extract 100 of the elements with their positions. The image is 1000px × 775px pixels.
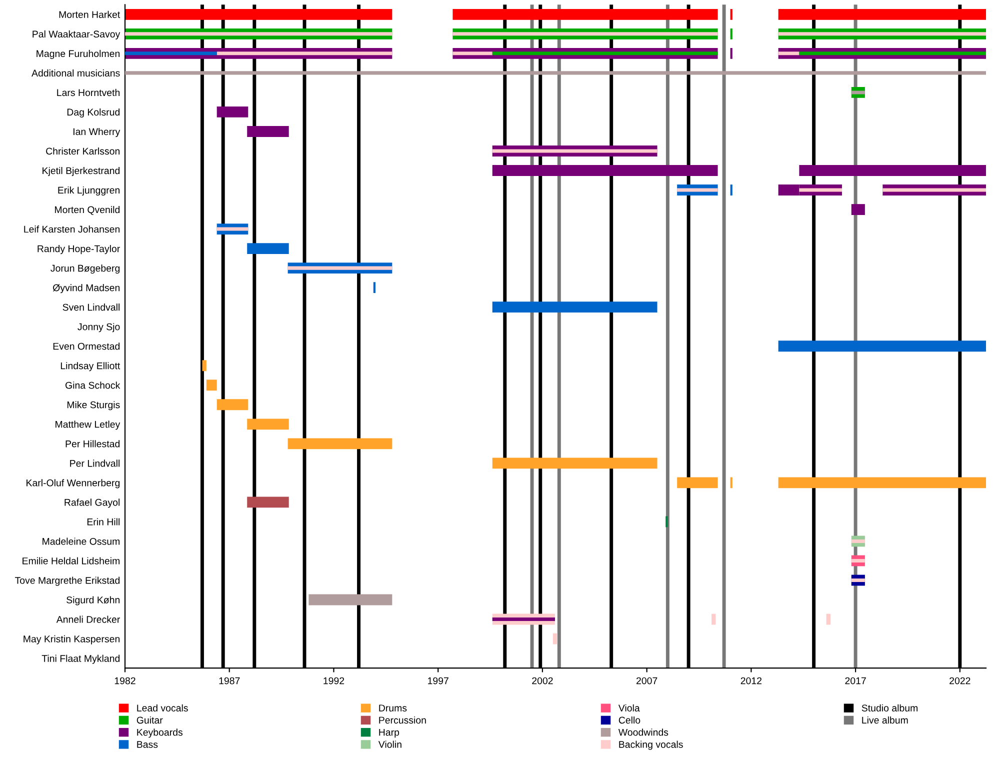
bar	[216, 227, 248, 231]
y-tick-label: Even Ormestad	[53, 342, 120, 350]
legend-label: Keyboards	[137, 728, 183, 738]
y-tick-label: Emilie Heldal Lidsheim	[22, 557, 120, 564]
y-tick-label: Lars Horntveth	[57, 88, 120, 96]
bar	[851, 558, 865, 562]
y-tick-label: Sven Lindvall	[62, 304, 120, 311]
y-tick-label: Christer Karlsson	[46, 147, 120, 155]
bar	[677, 477, 718, 488]
bar	[247, 243, 289, 254]
bar	[851, 204, 865, 215]
y-tick-label: Lindsay Elliott	[60, 362, 120, 372]
bar	[851, 539, 865, 543]
y-tick-label: Sigurd Køhn	[66, 596, 120, 606]
bar	[826, 614, 830, 625]
y-tick-label: Kjetil Bjerkestrand	[42, 166, 120, 176]
y-tick-label: Tini Flaat Mykland	[42, 654, 120, 664]
y-tick-label: Gina Schock	[66, 382, 120, 389]
bar	[452, 52, 492, 56]
bar	[125, 8, 392, 20]
bar	[778, 340, 986, 352]
legend-label: Harp	[379, 728, 400, 738]
bar	[492, 618, 555, 622]
x-tick-label: 2022	[950, 677, 970, 684]
x-tick-label: 2007	[636, 677, 658, 684]
bar	[851, 90, 865, 94]
y-tick-label: Morten Qvenild	[55, 206, 120, 215]
bar	[216, 106, 248, 118]
legend-label: Cello	[618, 716, 640, 724]
x-tick-label: 2012	[740, 677, 762, 684]
bar	[799, 52, 986, 56]
bar	[492, 165, 718, 176]
y-tick-label: Mike Sturgis	[67, 401, 120, 410]
bar	[202, 360, 206, 372]
bar	[799, 165, 986, 176]
bar	[778, 32, 986, 36]
y-tick-label: Jonny Sjo	[78, 323, 120, 332]
y-tick-label: Magne Furuholmen	[36, 50, 120, 59]
y-tick-label: Tove Margrethe Erikstad	[15, 576, 120, 586]
bar	[216, 399, 248, 410]
legend-label: Woodwinds	[618, 728, 668, 736]
bar	[778, 52, 800, 56]
y-tick-label: Erik Ljunggren	[58, 186, 120, 196]
y-tick-label: Ian Wherry	[73, 128, 120, 138]
x-tick-label: 2002	[532, 677, 553, 684]
bar	[125, 71, 986, 75]
legend-label: Lead vocals	[137, 704, 188, 712]
y-tick-label: Per Lindvall	[70, 460, 120, 467]
legend-label: Viola	[618, 704, 640, 712]
y-tick-label: Per Hillestad	[66, 440, 120, 448]
bar	[712, 614, 716, 625]
y-tick-label: Dag Kolsrud	[67, 108, 120, 118]
y-tick-label: Additional musicians	[32, 69, 120, 77]
legend-label: Drums	[379, 704, 407, 712]
y-tick-label: Madeleine Ossum	[42, 538, 120, 545]
bar	[247, 126, 289, 137]
bar	[308, 594, 392, 606]
x-tick-label: 1992	[324, 677, 344, 684]
bar	[492, 149, 658, 153]
bar	[492, 458, 658, 469]
legend-label: Bass	[137, 741, 158, 748]
bar	[247, 418, 289, 430]
legend-label: Live album	[862, 716, 908, 724]
bar	[452, 8, 718, 20]
bar	[452, 32, 718, 36]
y-tick-label: Morten Harket	[59, 10, 120, 18]
legend-label: Studio album	[862, 704, 918, 712]
bar	[799, 188, 842, 192]
legend-label: Percussion	[379, 716, 426, 724]
y-tick-label: Randy Hope-Taylor	[38, 245, 120, 254]
bar	[492, 52, 718, 56]
y-tick-label: May Kristin Kaspersen	[24, 635, 120, 644]
y-tick-label: Matthew Letley	[56, 420, 120, 430]
y-tick-label: Leif Karsten Johansen	[24, 226, 120, 233]
bar	[216, 52, 392, 56]
bar	[778, 477, 986, 488]
legend-label: Violin	[378, 740, 402, 748]
x-tick-label: 1997	[428, 677, 448, 684]
bar	[288, 266, 392, 270]
bar	[552, 633, 558, 644]
y-tick-label: Rafael Gayol	[64, 498, 120, 508]
bar	[206, 380, 217, 391]
y-tick-label: Karl-Oluf Wennerberg	[26, 479, 120, 488]
legend-label: Backing vocals	[619, 740, 683, 750]
bar	[125, 52, 217, 56]
y-tick-label: Anneli Drecker	[56, 616, 120, 623]
bar	[492, 302, 658, 313]
y-tick-label: Erin Hill	[87, 518, 120, 526]
legend-label: Guitar	[136, 716, 163, 724]
x-tick-label: 1982	[114, 677, 136, 684]
bar	[778, 8, 986, 20]
bar	[125, 32, 392, 36]
y-tick-label: Pal Waaktaar-Savoy	[32, 30, 120, 40]
x-tick-label: 2017	[845, 677, 866, 684]
bar	[288, 438, 392, 450]
bar	[677, 188, 718, 192]
y-tick-label: Øyvind Madsen	[52, 284, 120, 294]
bar	[247, 496, 289, 508]
y-tick-label: Jorun Bøgeberg	[50, 264, 120, 274]
bar	[851, 578, 865, 582]
